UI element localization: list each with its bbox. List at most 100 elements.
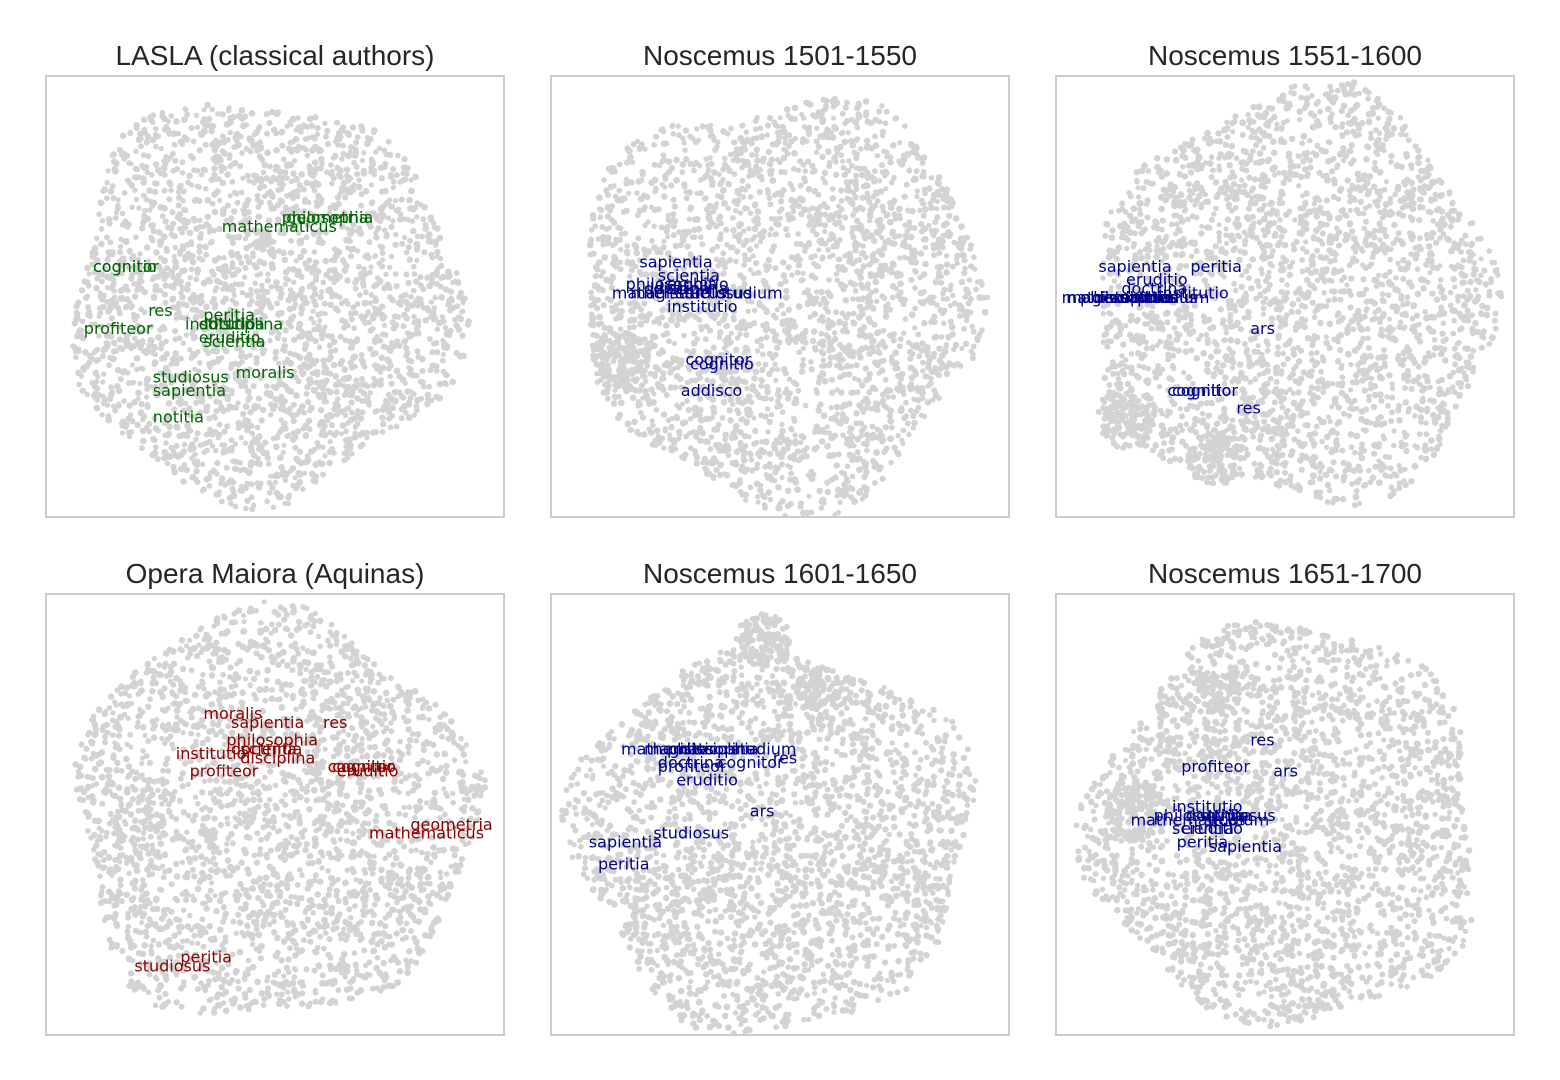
data-point [399, 240, 406, 247]
data-point [317, 318, 323, 324]
data-point [696, 317, 703, 323]
data-point [419, 379, 426, 386]
data-point [129, 417, 136, 425]
data-point [700, 292, 707, 299]
data-point [197, 234, 204, 241]
data-point [295, 268, 302, 275]
data-point [162, 218, 169, 225]
data-point [113, 215, 119, 221]
data-point [666, 338, 672, 345]
data-point [588, 236, 595, 243]
data-point [869, 305, 877, 312]
data-point [284, 433, 290, 440]
data-point [194, 266, 202, 274]
data-point [144, 401, 151, 408]
data-point [305, 398, 312, 406]
data-point [718, 193, 725, 201]
data-point [624, 243, 630, 249]
data-point [193, 468, 200, 475]
data-point [404, 306, 411, 312]
data-point [862, 365, 869, 372]
data-point [897, 255, 903, 261]
data-point [845, 167, 852, 174]
data-point [351, 434, 359, 441]
data-point [397, 211, 404, 218]
data-point [293, 127, 299, 133]
data-point [747, 194, 754, 200]
data-point [221, 428, 228, 435]
data-point [204, 447, 210, 454]
data-point [177, 278, 184, 285]
data-point [849, 473, 856, 480]
data-point [735, 385, 742, 393]
data-point [189, 441, 196, 448]
data-point [429, 276, 435, 283]
data-point [404, 330, 411, 336]
data-point [877, 432, 883, 438]
data-point [616, 236, 623, 243]
data-point [897, 140, 903, 146]
data-point [180, 478, 187, 485]
data-point [744, 297, 752, 304]
data-point [276, 375, 283, 382]
data-point [315, 323, 322, 329]
data-point [77, 332, 85, 340]
data-point [852, 194, 859, 201]
data-point [256, 319, 262, 326]
data-point [758, 377, 764, 383]
data-point [243, 505, 249, 512]
data-point [212, 415, 218, 421]
data-point [285, 494, 292, 501]
data-point [109, 183, 116, 190]
data-point [835, 486, 842, 494]
data-point [361, 381, 368, 389]
data-point [835, 263, 841, 270]
data-point [158, 340, 166, 348]
data-point [327, 438, 333, 445]
data-point [922, 260, 929, 268]
data-point [212, 447, 219, 454]
data-point [590, 322, 597, 329]
data-point [378, 354, 386, 362]
data-point [194, 183, 201, 189]
data-point [742, 367, 749, 373]
data-point [204, 384, 210, 390]
data-point [777, 281, 784, 288]
data-point [332, 400, 339, 407]
data-point [282, 268, 290, 276]
data-point [702, 438, 710, 445]
data-point [871, 480, 878, 486]
data-point [302, 196, 309, 203]
data-point [108, 315, 115, 322]
data-point [232, 160, 239, 167]
data-point [919, 340, 926, 347]
data-point [839, 110, 846, 117]
data-point [700, 285, 707, 292]
data-point [203, 186, 209, 192]
data-point [738, 185, 746, 193]
data-point [881, 402, 887, 409]
data-point [888, 459, 894, 466]
data-point [590, 215, 597, 222]
data-point [103, 195, 110, 201]
data-point [798, 440, 804, 446]
data-point [420, 286, 427, 293]
data-point [239, 317, 245, 323]
data-point [282, 281, 288, 287]
data-point [136, 205, 142, 211]
data-point [190, 138, 197, 145]
data-point [358, 191, 365, 197]
data-point [186, 172, 193, 180]
data-point [589, 315, 595, 322]
data-point [376, 145, 383, 152]
data-point [237, 460, 243, 466]
data-point [359, 409, 366, 416]
data-point [860, 324, 867, 331]
data-point [759, 351, 766, 358]
data-point [887, 417, 895, 425]
data-point [777, 115, 783, 121]
data-point [207, 240, 214, 246]
data-point [387, 294, 394, 301]
data-point [244, 172, 251, 179]
data-point [347, 391, 354, 399]
